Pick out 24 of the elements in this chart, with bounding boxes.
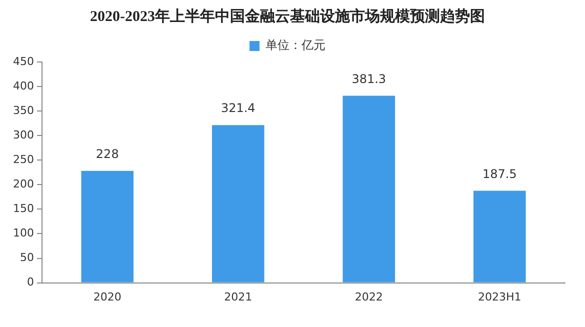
y-tick-label: 400 bbox=[12, 79, 34, 92]
bar bbox=[473, 190, 526, 282]
y-tick-label: 50 bbox=[20, 251, 34, 264]
y-tick-label: 100 bbox=[12, 226, 34, 240]
data-label: 381.3 bbox=[352, 72, 386, 86]
y-tick-label: 250 bbox=[12, 152, 34, 166]
y-tick-label: 350 bbox=[12, 104, 34, 117]
bar bbox=[342, 96, 396, 282]
x-tick-label: 2020 bbox=[93, 290, 122, 304]
x-tick-label: 2023H1 bbox=[478, 290, 522, 304]
data-label: 228 bbox=[96, 147, 119, 162]
data-label: 321.4 bbox=[220, 101, 256, 116]
bar bbox=[81, 170, 134, 282]
y-tick-label: 450 bbox=[12, 54, 34, 68]
chart-title: 2020-2023年上半年中国金融云基础设施市场规模预测趋势图 bbox=[90, 6, 485, 25]
y-tick-label: 300 bbox=[12, 128, 34, 142]
y-tick-label: 0 bbox=[26, 276, 34, 289]
y-tick-label: 200 bbox=[12, 178, 34, 191]
y-tick-label: 150 bbox=[12, 202, 34, 216]
data-label: 187.5 bbox=[482, 166, 517, 181]
legend-label: 单位：亿元 bbox=[266, 38, 326, 52]
x-tick-label: 2021 bbox=[224, 290, 252, 304]
x-tick-label: 2022 bbox=[354, 290, 383, 304]
bar bbox=[212, 125, 264, 282]
